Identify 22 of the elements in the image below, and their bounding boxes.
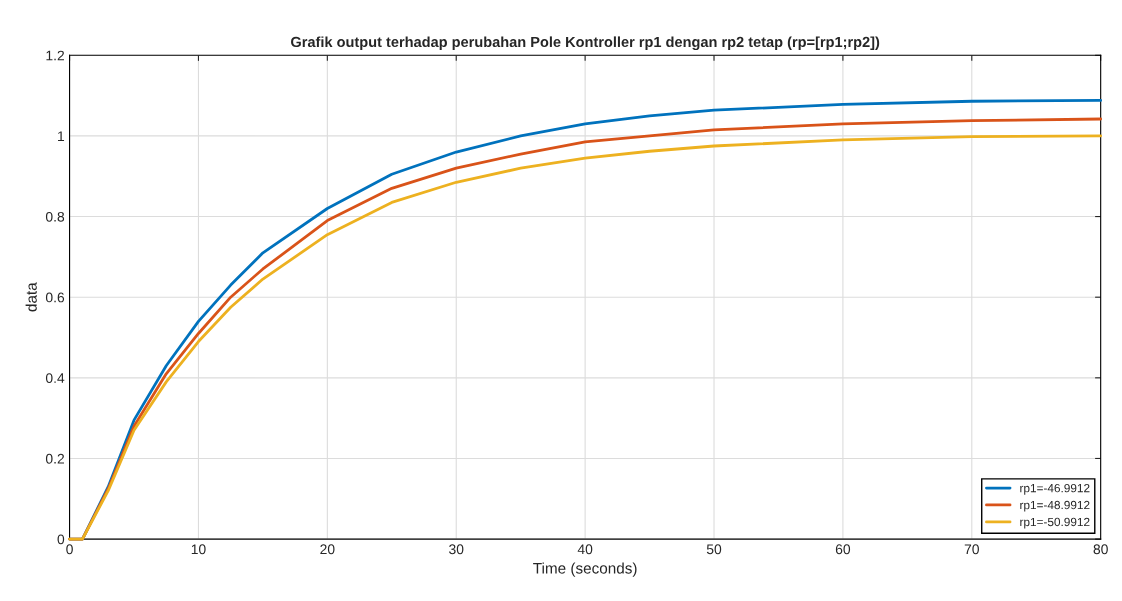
legend-label: rp1=-46.9912 — [1020, 483, 1090, 495]
x-tick-label: 20 — [320, 544, 335, 555]
y-tick-label: 0 — [57, 534, 65, 545]
y-tick-label: 0.8 — [45, 211, 65, 222]
y-tick-label: 0.4 — [45, 373, 65, 383]
x-axis-title: Time (seconds) — [533, 562, 637, 577]
x-tick-label: 40 — [577, 544, 593, 555]
legend-label: rp1=-50.9912 — [1020, 517, 1090, 529]
y-tick-label: 0.6 — [45, 292, 65, 303]
x-tick-label: 30 — [449, 544, 464, 555]
x-tick-label: 0 — [66, 544, 73, 555]
y-axis-title: data — [25, 282, 37, 312]
chart-title: Grafik output terhadap perubahan Pole Kontroller rp1 dengan rp2 tetap (rp=[rp1;rp2]) — [291, 36, 880, 51]
y-tick-label: 0.2 — [45, 453, 65, 464]
y-tick-label: 1.2 — [46, 50, 65, 61]
x-tick-label: 10 — [191, 544, 206, 555]
y-tick-label: 1 — [58, 131, 65, 141]
x-tick-label: 70 — [964, 544, 979, 555]
x-tick-label: 60 — [835, 544, 851, 555]
x-tick-label: 80 — [1093, 544, 1108, 555]
legend-label: rp1=-48.9912 — [1020, 500, 1090, 512]
x-tick-label: 50 — [706, 544, 722, 555]
